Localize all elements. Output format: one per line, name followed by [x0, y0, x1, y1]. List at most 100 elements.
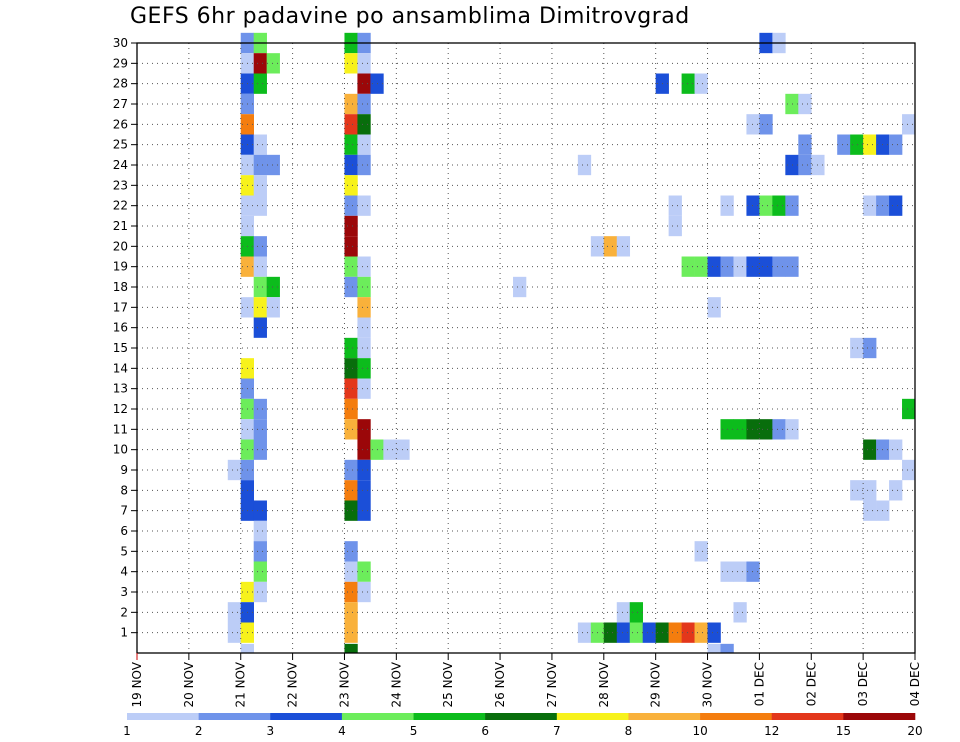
colorbar-segment — [556, 713, 629, 720]
heatmap-cell — [681, 622, 695, 643]
x-tick-label: 28 NOV — [597, 661, 611, 707]
heatmap-cell — [344, 561, 358, 582]
heatmap-cell — [785, 195, 799, 216]
y-tick-label: 18 — [113, 280, 128, 294]
heatmap-cell — [707, 643, 721, 653]
heatmap-cell — [772, 256, 786, 277]
heatmap-cell — [357, 581, 371, 603]
heatmap-cell — [344, 256, 358, 277]
heatmap-cell — [253, 398, 267, 420]
heatmap-cell — [253, 297, 267, 318]
heatmap-cell — [850, 337, 864, 359]
heatmap-cell — [253, 73, 267, 94]
heatmap-cell — [253, 561, 267, 582]
heatmap-cell — [759, 256, 773, 277]
heatmap-cell — [357, 561, 371, 582]
heatmap-cell — [837, 134, 851, 155]
heatmap-cell — [694, 541, 708, 562]
heatmap-cell — [344, 459, 358, 481]
y-tick-label: 11 — [113, 422, 128, 436]
heatmap-cell — [668, 195, 682, 216]
colorbar-label: 20 — [907, 724, 922, 738]
y-tick-label: 29 — [113, 56, 128, 70]
y-tick-label: 10 — [113, 443, 128, 457]
heatmap-cell — [889, 480, 903, 501]
heatmap-cell — [227, 459, 242, 481]
heatmap-cell — [694, 73, 708, 94]
heatmap-cell — [785, 419, 799, 440]
y-tick-label: 2 — [120, 605, 128, 619]
heatmap-cell — [577, 154, 592, 176]
heatmap-cell — [357, 53, 371, 74]
heatmap-cell — [629, 622, 643, 643]
y-tick-label: 6 — [120, 524, 128, 538]
heatmap-cell — [266, 53, 280, 74]
colorbar-segment — [771, 713, 844, 720]
heatmap-cell — [253, 134, 267, 155]
heatmap-cell — [850, 480, 864, 501]
y-tick-label: 15 — [113, 341, 128, 355]
colorbar-label: 12 — [764, 724, 779, 738]
heatmap-cell — [344, 215, 358, 237]
heatmap-cell — [344, 643, 358, 653]
heatmap-cell — [759, 114, 773, 135]
heatmap-cell — [253, 581, 267, 603]
heatmap-cell — [668, 215, 682, 237]
x-tick-label: 22 NOV — [286, 661, 300, 707]
x-tick-label: 30 NOV — [701, 661, 715, 707]
heatmap-cell — [785, 256, 799, 277]
heatmap-cell — [357, 500, 371, 521]
heatmap-cell — [694, 622, 708, 643]
heatmap-cell — [681, 73, 695, 94]
colorbar-segment — [700, 713, 773, 720]
y-tick-label: 21 — [113, 219, 128, 233]
heatmap-cell — [733, 561, 747, 582]
heatmap-cell — [357, 93, 371, 115]
heatmap-cell — [642, 622, 656, 643]
heatmap-cell — [603, 236, 618, 257]
heatmap-cell — [513, 276, 527, 298]
heatmap-cell — [227, 622, 242, 643]
heatmap-cell — [253, 256, 267, 277]
y-tick-label: 24 — [113, 158, 128, 172]
heatmap-cell — [720, 643, 734, 653]
heatmap-cell — [253, 154, 267, 176]
y-tick-label: 20 — [113, 239, 128, 253]
heatmap-cell — [253, 541, 267, 562]
heatmap-cell — [253, 500, 267, 521]
heatmap-cell — [344, 622, 358, 643]
y-tick-label: 4 — [120, 565, 128, 579]
heatmap-cell — [383, 439, 397, 460]
heatmap-cell — [253, 419, 267, 440]
heatmap-cell — [344, 378, 358, 399]
y-tick-label: 22 — [113, 199, 128, 213]
heatmap-cell — [357, 317, 371, 338]
x-tick-label: 21 NOV — [234, 661, 248, 707]
x-tick-label: 29 NOV — [649, 661, 663, 707]
heatmap-cell — [863, 439, 877, 460]
y-tick-label: 17 — [113, 300, 128, 314]
heatmap-cell — [850, 134, 864, 155]
x-tick-label: 25 NOV — [441, 661, 455, 707]
heatmap-cell — [344, 581, 358, 603]
colorbar-segment — [127, 713, 199, 720]
heatmap-cell — [357, 459, 371, 481]
heatmap-cell — [240, 643, 254, 653]
colorbar-label: 4 — [338, 724, 346, 738]
heatmap-cell — [746, 419, 760, 440]
colorbar-label: 15 — [836, 724, 851, 738]
heatmap-cell — [357, 297, 371, 318]
heatmap-cell — [344, 337, 358, 359]
heatmap-cell — [253, 520, 267, 542]
heatmap-cell — [681, 256, 695, 277]
heatmap-cell — [357, 337, 371, 359]
y-tick-label: 5 — [120, 544, 128, 558]
heatmap-cell — [902, 398, 916, 420]
colorbar-segment — [270, 713, 343, 720]
heatmap-cell — [577, 622, 592, 643]
heatmap-cell — [889, 134, 903, 155]
x-tick-label: 04 DEC — [908, 662, 922, 706]
heatmap-cell — [253, 317, 267, 338]
heatmap-cell — [266, 154, 280, 176]
colorbar-label: 3 — [266, 724, 274, 738]
